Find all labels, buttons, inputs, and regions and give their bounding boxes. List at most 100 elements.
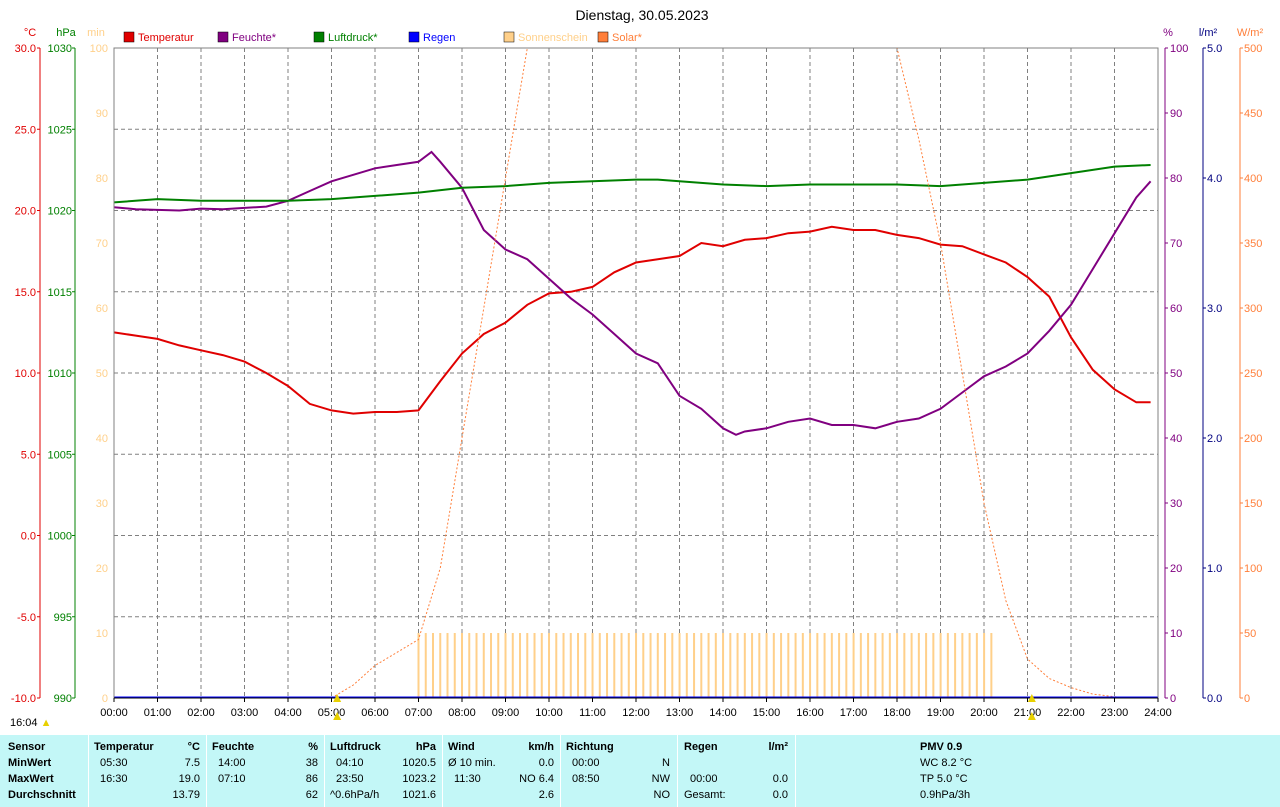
wind-avg-label: Ø 10 min. — [448, 757, 496, 769]
sun-marker-icon — [1027, 694, 1036, 702]
pmv-row-tp: TP 5.0 °C — [920, 773, 968, 785]
rain-total-label: Gesamt: — [684, 789, 726, 801]
timestamp-text: 16:04 — [10, 717, 38, 729]
x-tick-label: 00:00 — [100, 707, 128, 719]
pressure-min-time: 04:10 — [336, 757, 364, 769]
pressure-tick-label: 1010 — [48, 368, 72, 380]
solar-tick-label: 200 — [1244, 433, 1262, 445]
pressure-header: Luftdruck — [330, 741, 381, 753]
temperature-max-value: 19.0 — [178, 773, 200, 785]
x-tick-label: 14:00 — [709, 707, 737, 719]
rain-max-value: 0.0 — [772, 773, 788, 785]
series-luftdruck — [113, 164, 1151, 204]
solar-tick-label: 500 — [1244, 43, 1262, 55]
x-tick-label: 07:00 — [405, 707, 433, 719]
temp-tick-label: 5.0 — [21, 449, 36, 461]
sensor-header: Sensor — [8, 741, 46, 753]
humidity-unit: % — [308, 741, 318, 753]
direction-row3-value: NO — [653, 789, 671, 801]
direction-row1-time: 00:00 — [572, 757, 600, 769]
legend-label: Temperatur — [138, 32, 194, 44]
x-tick-label: 03:00 — [231, 707, 259, 719]
temp-tick-label: 0.0 — [21, 531, 36, 543]
solar-unit-label: W/m² — [1237, 27, 1264, 39]
humidity-tick-label: 70 — [1170, 238, 1182, 250]
rain-total-value: 0.0 — [772, 789, 788, 801]
summary-panel: Sensor MinWert MaxWert Durchschnitt Temp… — [0, 735, 1280, 807]
temperature-header: Temperatur — [94, 741, 154, 753]
sunshine-tick-label: 50 — [96, 368, 108, 380]
sunshine-tick-label: 40 — [96, 433, 108, 445]
legend-swatch — [408, 31, 420, 43]
temp-tick-label: 20.0 — [15, 206, 36, 218]
pressure-tick-label: 1000 — [48, 531, 72, 543]
x-tick-label: 22:00 — [1057, 707, 1085, 719]
solar-tick-label: 400 — [1244, 173, 1262, 185]
sunshine-bars — [417, 633, 993, 698]
sun-marker-icon — [333, 694, 342, 702]
wind-avg10-value: 0.0 — [538, 757, 554, 769]
rain-tick-label: 2.0 — [1207, 433, 1222, 445]
x-tick-label: 16:00 — [796, 707, 824, 719]
sunshine-tick-label: 60 — [96, 303, 108, 315]
rain-tick-label: 4.0 — [1207, 173, 1222, 185]
temp-tick-label: 15.0 — [15, 287, 36, 299]
sensor-row-min: MinWert — [8, 757, 52, 769]
chart-axes — [37, 47, 1243, 702]
wind-unit: km/h — [528, 741, 554, 753]
legend-swatch — [597, 31, 609, 43]
sunshine-tick-label: 80 — [96, 173, 108, 185]
x-tick-label: 15:00 — [753, 707, 781, 719]
legend-label: Regen — [423, 32, 455, 44]
series-lines — [113, 47, 1158, 699]
humidity-tick-label: 20 — [1170, 563, 1182, 575]
pressure-tick-label: 995 — [54, 612, 72, 624]
solar-tick-label: 350 — [1244, 238, 1262, 250]
pressure-tick-label: 1030 — [48, 43, 72, 55]
x-tick-label: 02:00 — [187, 707, 215, 719]
direction-header: Richtung — [566, 741, 614, 753]
sunshine-tick-label: 30 — [96, 498, 108, 510]
rain-tick-label: 3.0 — [1207, 303, 1222, 315]
humidity-tick-label: 100 — [1170, 43, 1188, 55]
legend-swatch — [313, 31, 325, 43]
legend-swatch — [503, 31, 515, 43]
temp-unit-label: °C — [24, 27, 36, 39]
legend: Temperatur Feuchte* Luftdruck* Regen Sonnens… — [123, 31, 643, 44]
humidity-tick-label: 30 — [1170, 498, 1182, 510]
legend-item: Solar* — [597, 31, 643, 44]
humidity-tick-label: 50 — [1170, 368, 1182, 380]
x-tick-label: 23:00 — [1101, 707, 1129, 719]
x-tick-label: 20:00 — [970, 707, 998, 719]
series-temperatur — [113, 225, 1151, 415]
wind-header: Wind — [448, 741, 475, 753]
solar-tick-label: 250 — [1244, 368, 1262, 380]
temp-tick-label: -10.0 — [11, 693, 36, 705]
x-tick-label: 13:00 — [666, 707, 694, 719]
rain-unit-label: l/m² — [1199, 27, 1218, 39]
x-tick-label: 01:00 — [144, 707, 172, 719]
legend-swatch — [123, 31, 135, 43]
temperature-unit: °C — [187, 741, 200, 753]
temperature-avg-value: 13.79 — [172, 789, 200, 801]
pressure-tick-label: 1020 — [48, 206, 72, 218]
rain-header: Regen — [684, 741, 718, 753]
sensor-row-max: MaxWert — [8, 773, 54, 785]
pmv-row-trend: 0.9hPa/3h — [920, 789, 971, 801]
humidity-tick-label: 40 — [1170, 433, 1182, 445]
pressure-tick-label: 1015 — [48, 287, 72, 299]
x-tick-label: 09:00 — [492, 707, 520, 719]
humidity-unit-label: % — [1163, 27, 1173, 39]
temp-tick-label: 30.0 — [15, 43, 36, 55]
humidity-header: Feuchte — [212, 741, 255, 753]
temperature-min-value: 7.5 — [184, 757, 200, 769]
x-tick-label: 08:00 — [448, 707, 476, 719]
legend-label: Solar* — [612, 32, 643, 44]
sun-marker-icon — [1027, 712, 1036, 720]
humidity-tick-label: 60 — [1170, 303, 1182, 315]
rain-max-time: 00:00 — [690, 773, 718, 785]
sun-marker-icon — [333, 712, 342, 720]
sunshine-tick-label: 20 — [96, 563, 108, 575]
humidity-avg-value: 62 — [305, 789, 318, 801]
temperature-max-time: 16:30 — [100, 773, 128, 785]
